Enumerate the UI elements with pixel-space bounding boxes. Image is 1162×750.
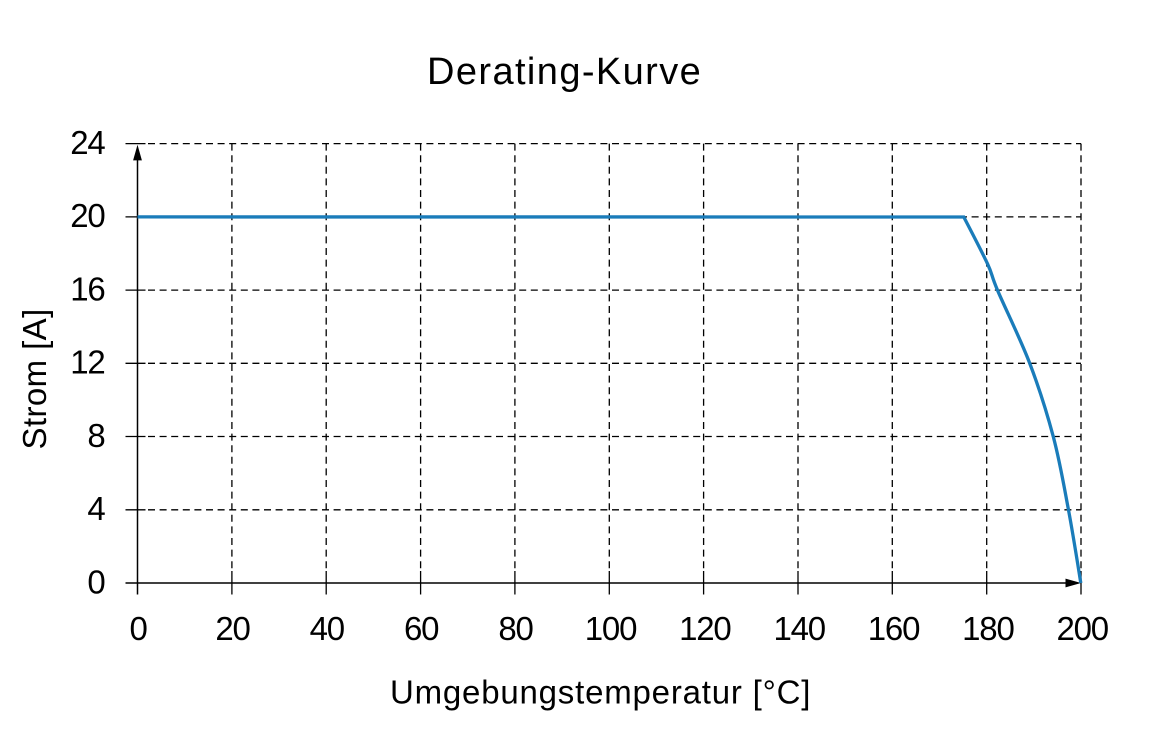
svg-text:8: 8 bbox=[87, 417, 104, 454]
svg-text:0: 0 bbox=[87, 563, 105, 600]
svg-text:20: 20 bbox=[215, 610, 250, 647]
svg-text:24: 24 bbox=[70, 124, 105, 161]
svg-text:20: 20 bbox=[70, 197, 105, 234]
svg-text:Derating-Kurve: Derating-Kurve bbox=[427, 51, 702, 93]
svg-text:120: 120 bbox=[679, 610, 731, 647]
svg-text:4: 4 bbox=[87, 490, 105, 527]
svg-text:Umgebungstemperatur [°C]: Umgebungstemperatur [°C] bbox=[390, 674, 811, 711]
svg-text:16: 16 bbox=[70, 270, 104, 307]
svg-text:80: 80 bbox=[498, 610, 533, 647]
svg-text:180: 180 bbox=[962, 610, 1014, 647]
svg-text:60: 60 bbox=[404, 610, 439, 647]
svg-text:160: 160 bbox=[868, 610, 920, 647]
svg-text:200: 200 bbox=[1056, 610, 1108, 647]
svg-text:12: 12 bbox=[70, 344, 104, 381]
svg-text:100: 100 bbox=[585, 610, 637, 647]
svg-text:140: 140 bbox=[773, 610, 825, 647]
svg-text:0: 0 bbox=[130, 610, 148, 647]
svg-text:40: 40 bbox=[310, 610, 345, 647]
svg-text:Strom [A]: Strom [A] bbox=[16, 308, 53, 449]
